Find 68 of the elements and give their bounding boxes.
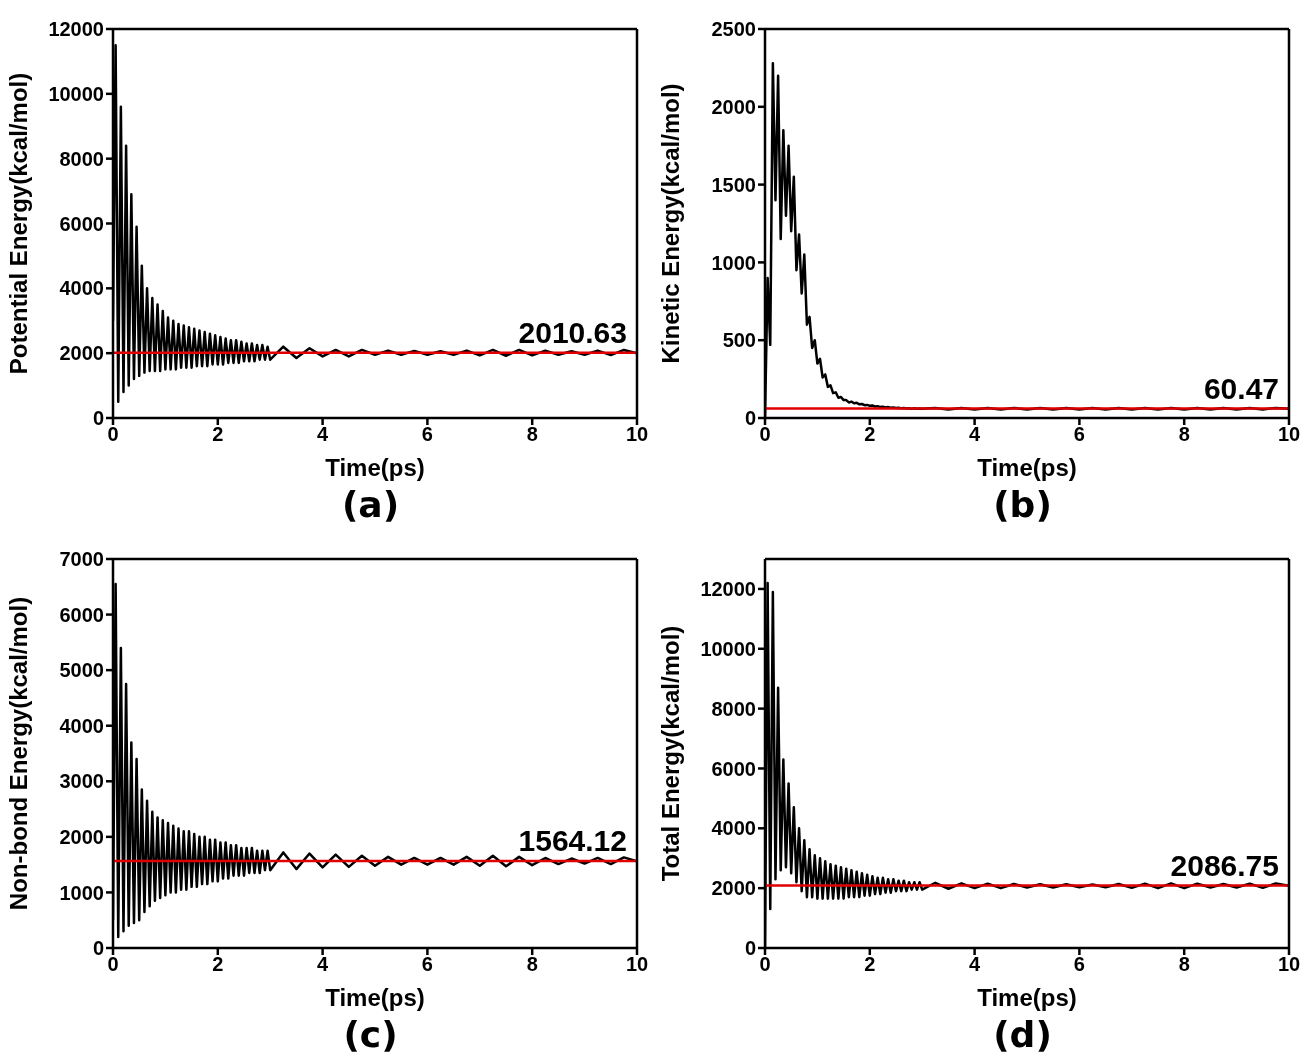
text: (d) (992, 1014, 1053, 1055)
x-tick-label: 6 (1073, 423, 1085, 446)
y-tick-label: 2000 (711, 877, 756, 900)
ref-line-label: 60.47 (1203, 371, 1279, 405)
ref-line-label: 1564.12 (518, 824, 627, 858)
x-tick-label: 8 (526, 423, 538, 446)
ref-line-label: 2010.63 (518, 315, 627, 349)
x-tick-label: 4 (317, 423, 330, 446)
y-tick-label: 4000 (711, 817, 756, 840)
x-tick-label: 6 (1073, 953, 1085, 976)
y-tick-label: 0 (92, 407, 104, 430)
y-tick-label: 6000 (59, 212, 104, 235)
y-axis-title: Potential Energy(kcal/mol) (4, 72, 32, 375)
y-axis-title: Kinetic Energy(kcal/mol) (656, 83, 684, 364)
x-tick-label: 2 (864, 423, 876, 446)
x-tick-label: 8 (1178, 423, 1190, 446)
x-tick-label: 4 (969, 953, 982, 976)
y-tick-label: 3000 (59, 770, 104, 793)
y-axis-title: Total Energy(kcal/mol) (656, 625, 684, 882)
y-tick-label: 2500 (711, 18, 756, 41)
text: (b) (992, 484, 1053, 525)
y-tick-label: 6000 (711, 757, 756, 780)
x-tick-label: 0 (107, 423, 119, 446)
y-tick-label: 12000 (48, 18, 104, 41)
x-axis-title: Time(ps) (977, 454, 1077, 481)
x-tick-label: 2 (864, 953, 876, 976)
x-tick-label: 10 (1277, 953, 1301, 976)
x-tick-label: 0 (107, 953, 119, 976)
y-tick-label: 10000 (700, 637, 756, 660)
y-tick-label: 1500 (711, 173, 756, 196)
y-tick-label: 5000 (59, 659, 104, 682)
x-axis-title: Time(ps) (325, 984, 425, 1011)
y-axis-title: Non-bond Energy(kcal/mol) (4, 596, 32, 911)
x-axis-title: Time(ps) (977, 984, 1077, 1011)
x-tick-label: 8 (1178, 953, 1190, 976)
x-tick-label: 6 (421, 953, 433, 976)
y-tick-label: 8000 (59, 147, 104, 170)
y-tick-label: 1000 (59, 881, 104, 904)
x-tick-label: 4 (317, 953, 330, 976)
text: (c) (342, 1014, 399, 1055)
y-tick-label: 0 (744, 937, 756, 960)
x-tick-label: 0 (759, 953, 771, 976)
y-tick-label: 2000 (59, 825, 104, 848)
y-tick-label: 4000 (59, 714, 104, 737)
y-tick-label: 0 (92, 937, 104, 960)
y-tick-label: 2000 (59, 342, 104, 365)
x-tick-label: 10 (625, 953, 649, 976)
x-tick-label: 4 (969, 423, 982, 446)
x-tick-label: 8 (526, 953, 538, 976)
y-tick-label: 1000 (711, 251, 756, 274)
y-tick-label: 10000 (48, 82, 104, 105)
x-axis-title: Time(ps) (325, 454, 425, 481)
y-tick-label: 500 (722, 329, 756, 352)
y-tick-label: 2000 (711, 95, 756, 118)
x-tick-label: 10 (625, 423, 649, 446)
y-tick-label: 12000 (700, 578, 756, 601)
y-tick-label: 0 (744, 407, 756, 430)
x-tick-label: 2 (212, 423, 224, 446)
text: (a) (340, 484, 401, 525)
ref-line-label: 2086.75 (1170, 848, 1279, 882)
y-tick-label: 6000 (59, 603, 104, 626)
y-tick-label: 7000 (59, 548, 104, 571)
x-tick-label: 6 (421, 423, 433, 446)
x-tick-label: 2 (212, 953, 224, 976)
y-tick-label: 4000 (59, 277, 104, 300)
x-tick-label: 0 (759, 423, 771, 446)
y-tick-label: 8000 (711, 697, 756, 720)
x-tick-label: 10 (1277, 423, 1301, 446)
